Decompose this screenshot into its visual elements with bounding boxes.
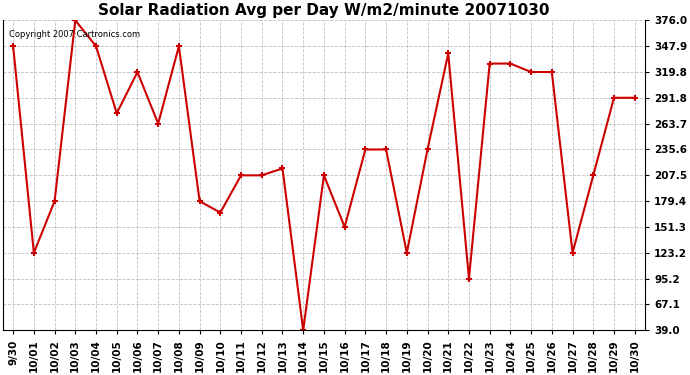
Text: Copyright 2007 Cartronics.com: Copyright 2007 Cartronics.com [9, 30, 140, 39]
Title: Solar Radiation Avg per Day W/m2/minute 20071030: Solar Radiation Avg per Day W/m2/minute … [98, 3, 550, 18]
